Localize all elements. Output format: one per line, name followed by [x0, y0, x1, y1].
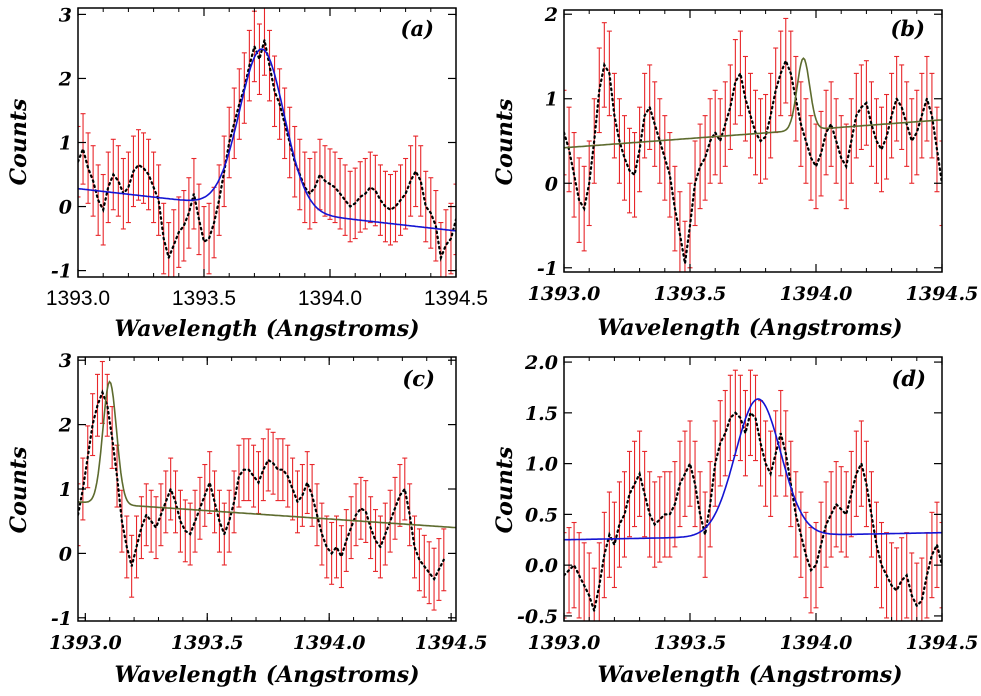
y-tick-label: 0.0 [525, 555, 558, 577]
y-tick-label: -0.5 [517, 606, 558, 628]
y-tick-label: 1.0 [525, 454, 558, 476]
panel-c: 1393.0 1393.5 1394.0 1394.5 -1 0 1 2 3 (c) Count… [6, 350, 487, 688]
x-tick-label: 1394.0 [298, 287, 362, 310]
plot-area: 1393.0 1393.5 1394.0 1394.5 -1 0 1 2 [528, 4, 979, 305]
y-tick-label: 0 [59, 197, 72, 219]
x-axis-label: Wavelength (Angstroms) [114, 662, 419, 688]
axes: 1393.0 1393.5 1394.0 1394.5 -1 0 1 2 [528, 4, 979, 305]
fit-curve [78, 48, 456, 232]
y-tick-label: 1 [545, 89, 558, 111]
y-tick-label: 1 [59, 133, 72, 155]
y-tick-label: 2.0 [524, 352, 558, 374]
y-tick-label: -1 [51, 608, 72, 630]
plot-area: 1393.0 1393.5 1394.0 1394.5 -1 0 1 2 3 [46, 4, 488, 310]
plot-area: 1393.0 1393.5 1394.0 1394.5 -0.5 0.0 0.5 1.0 1.5… [517, 352, 978, 654]
y-tick-label: 2 [58, 415, 72, 437]
x-tick-label: 1393.5 [654, 283, 727, 305]
x-axis-label: Wavelength (Angstroms) [114, 316, 419, 342]
y-tick-label: 1.5 [525, 403, 558, 425]
data-series [564, 410, 942, 616]
x-tick-label: 1393.5 [171, 632, 244, 654]
y-tick-label: 2 [544, 4, 558, 26]
error-bars [564, 17, 942, 272]
error-bars [564, 369, 942, 621]
panel-b: 1393.0 1393.5 1394.0 1394.5 -1 0 1 2 (b) Counts… [492, 4, 978, 341]
y-tick-label: 3 [59, 4, 72, 26]
plot-area: 1393.0 1393.5 1394.0 1394.5 -1 0 1 2 3 [49, 350, 488, 654]
plot-frame [563, 356, 943, 622]
plot-frame [563, 9, 943, 273]
x-tick-label: 1393.5 [172, 287, 236, 310]
panel-label: (a) [401, 16, 434, 41]
x-tick-label: 1394.5 [906, 632, 979, 654]
y-tick-label: 0 [59, 543, 72, 565]
x-tick-label: 1393.0 [46, 287, 110, 310]
fit-curve [564, 57, 942, 149]
axes: 1393.0 1393.5 1394.0 1394.5 -0.5 0.0 0.5 1.0 1.5… [517, 352, 978, 654]
x-axis-label: Wavelength (Angstroms) [597, 315, 902, 341]
x-tick-label: 1393.0 [49, 632, 122, 654]
plot-frame [77, 7, 457, 278]
x-tick-label: 1394.0 [780, 283, 853, 305]
x-tick-label: 1394.0 [780, 632, 853, 654]
x-tick-label: 1394.0 [293, 632, 366, 654]
y-tick-label: 1 [59, 479, 72, 501]
x-tick-label: 1394.5 [906, 283, 979, 305]
panel-label: (b) [890, 16, 925, 41]
error-bars [78, 360, 447, 611]
y-tick-label: -1 [51, 261, 72, 283]
x-axis-label: Wavelength (Angstroms) [597, 662, 902, 688]
axes: 1393.0 1393.5 1394.0 1394.5 -1 0 1 2 3 [49, 350, 488, 654]
data-series [78, 389, 445, 582]
x-tick-label: 1393.5 [654, 632, 727, 654]
panel-a: 1393.0 1393.5 1394.0 1394.5 -1 0 1 2 3 (a) Count… [6, 4, 488, 342]
x-tick-label: 1394.5 [424, 287, 488, 310]
y-axis-label: Counts [6, 447, 32, 534]
x-tick-label: 1393.0 [528, 283, 601, 305]
y-axis-label: Counts [492, 447, 518, 534]
x-tick-label: 1393.0 [528, 632, 601, 654]
y-tick-label: 3 [59, 350, 72, 372]
y-tick-label: 0.5 [525, 504, 558, 526]
plot-frame [77, 356, 457, 622]
y-tick-label: 2 [58, 68, 72, 90]
x-tick-label: 1394.5 [415, 632, 488, 654]
data-series [564, 57, 942, 264]
fit-curve [78, 380, 456, 529]
fit-curve [564, 398, 942, 541]
panel-label: (c) [402, 366, 435, 391]
panel-label: (d) [891, 366, 926, 391]
y-axis-label: Counts [492, 99, 518, 186]
panel-d: 1393.0 1393.5 1394.0 1394.5 -0.5 0.0 0.5 1.0 1.5… [492, 352, 978, 688]
y-tick-label: 0 [545, 173, 558, 195]
y-tick-label: -1 [537, 258, 558, 280]
y-axis-label: Counts [6, 99, 32, 186]
